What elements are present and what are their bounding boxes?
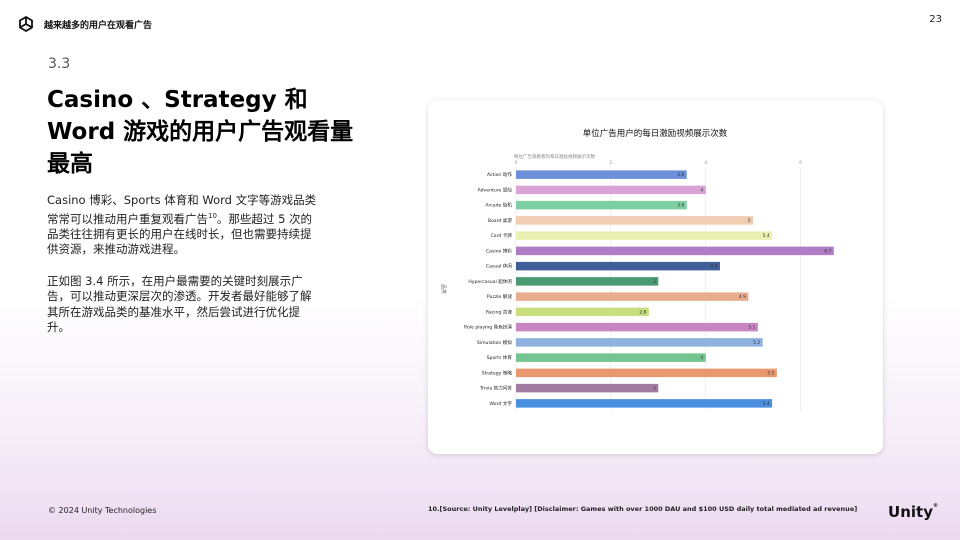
bar <box>516 277 659 286</box>
category-label: Role playing 角色扮演 <box>464 324 512 331</box>
data-label: 4 <box>700 355 703 361</box>
bar <box>516 338 763 347</box>
data-label: 2.8 <box>639 309 646 315</box>
data-label: 5.1 <box>748 325 755 331</box>
bar <box>516 170 687 179</box>
bar <box>516 185 706 195</box>
bar <box>516 399 773 408</box>
x-tick-label: 2 <box>609 160 612 166</box>
registered-mark: ® <box>933 503 938 509</box>
bar <box>516 368 777 378</box>
data-label: 3 <box>653 386 656 392</box>
bar <box>516 200 687 210</box>
bar <box>516 383 659 393</box>
category-label: Casual 休闲 <box>486 263 512 270</box>
category-label: Strategy 策略 <box>482 369 513 376</box>
bar <box>516 292 749 301</box>
page-number: 23 <box>929 14 942 25</box>
category-label: Trivia 智力问答 <box>479 385 512 392</box>
paragraph-1-tail: 。那些超过 5 次的品类往往拥有更长的用户在线时长，但也需要持续提供资源，来推动… <box>47 211 313 257</box>
category-label: Simulation 模拟 <box>477 339 513 346</box>
page-title: Casino 、Strategy 和 Word 游戏的用户广告观看量最高 <box>47 87 354 177</box>
paragraph-2: 正如图 3.4 所示，在用户最需要的关键时刻展示广告，可以推动更深层次的渗透。开… <box>47 273 312 335</box>
category-label: Action 动作 <box>487 171 512 178</box>
body-text: Casino 博彩、Sports 体育和 Word 文字等游戏品类常常可以推动用… <box>47 193 322 352</box>
bar <box>516 231 773 240</box>
copyright: © 2024 Unity Technologies <box>48 506 157 515</box>
header-title: 越来越多的用户在观看广告 <box>44 20 153 31</box>
category-label: Racing 竞速 <box>486 308 513 315</box>
category-label: Hypercasual 超休闲 <box>468 278 512 285</box>
footnote-ref[interactable]: 10 <box>208 211 217 220</box>
unity-logo: Unity® <box>888 503 938 521</box>
chart-card: 单位广告用户的每日激励视频展示次数每位广告观看者的每日激励视频展示次数 0 2 4 6 品… <box>428 100 883 454</box>
bar <box>516 246 834 256</box>
category-label: Casino 博彩 <box>486 247 512 254</box>
x-axis-label: 每位广告观看者的每日激励视频展示次数 <box>514 153 595 160</box>
paragraph-1: Casino 博彩、Sports 体育和 Word 文字等游戏品类常常可以推动用… <box>47 193 322 258</box>
data-label: 4.3 <box>710 264 717 270</box>
data-label: 5 <box>748 218 751 224</box>
category-label: Word 文字 <box>490 400 513 407</box>
bar <box>516 353 706 362</box>
category-label: Adventure 冒险 <box>478 186 513 193</box>
bar <box>516 216 754 225</box>
chart-title: 单位广告用户的每日激励视频展示次数 <box>583 128 728 139</box>
category-label: Card 卡牌 <box>491 232 513 239</box>
x-tick-label: 6 <box>799 160 802 166</box>
category-label: Puzzle 解谜 <box>487 293 513 300</box>
data-label: 4.9 <box>739 294 746 300</box>
bar <box>516 261 720 271</box>
data-label: 5.5 <box>767 370 774 376</box>
data-label: 6.7 <box>824 248 831 254</box>
x-tick-label: 0 <box>515 160 518 166</box>
data-label: 5.4 <box>763 401 770 407</box>
unity-logo-text: Unity <box>888 503 933 521</box>
category-label: Sports 体育 <box>487 354 513 361</box>
data-label: 3 <box>653 279 656 285</box>
header: 越来越多的用户在观看广告 <box>18 16 152 32</box>
data-label: 5.2 <box>753 340 760 346</box>
paragraph-1-text: Casino 博彩、Sports 体育和 Word 文字等游戏品类常常可以推动用… <box>47 193 317 226</box>
data-label: 4 <box>700 187 703 193</box>
section-number: 3.3 <box>48 56 71 72</box>
x-tick-label: 4 <box>704 160 707 166</box>
category-label: Board 桌游 <box>488 217 513 224</box>
category-label: Arcade 街机 <box>485 202 512 209</box>
data-label: 3.6 <box>677 172 684 178</box>
data-label: 3.6 <box>677 203 684 209</box>
data-label: 5.4 <box>763 233 770 239</box>
bar <box>516 322 758 332</box>
bar <box>516 307 649 317</box>
source-note: 10.[Source: Unity Levelplay] [Disclaimer… <box>428 505 858 513</box>
y-axis-label: 品类 <box>440 284 447 294</box>
unity-cube-icon <box>19 16 33 32</box>
